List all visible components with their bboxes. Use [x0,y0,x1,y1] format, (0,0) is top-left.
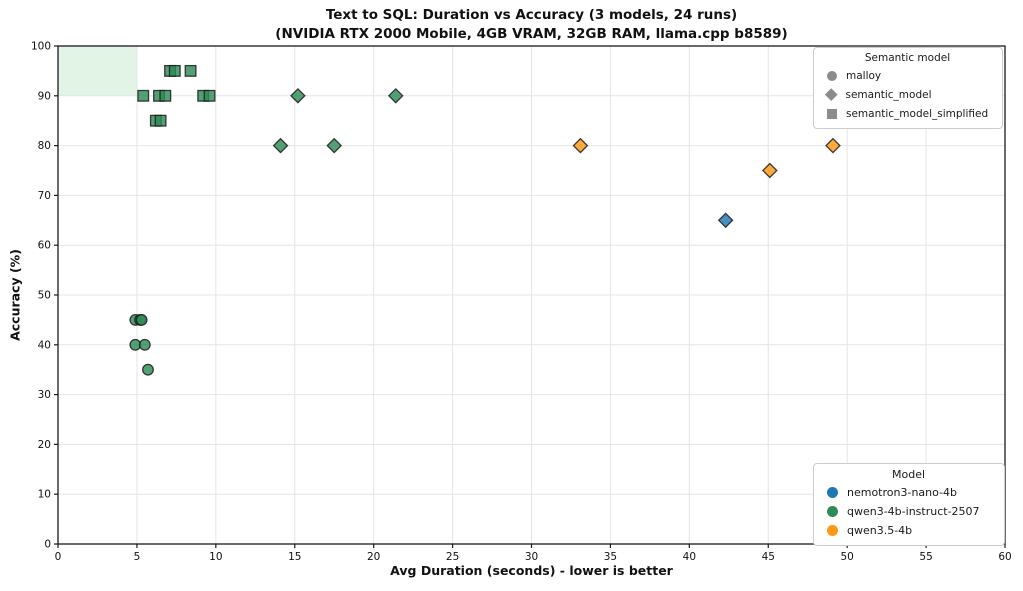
x-tick-label: 50 [840,551,853,563]
data-point-diamond [572,137,589,154]
data-point-square [159,89,172,102]
legend-item-label: semantic_model_simplified [846,107,989,120]
data-point-circle [142,363,154,376]
x-tick-label: 0 [55,551,62,563]
x-tick-label: 45 [762,551,775,563]
y-tick-label: 0 [44,539,51,551]
legend-item-malloy: malloy [821,66,994,85]
model-legend-title: Model [891,468,926,481]
y-tick-label: 40 [38,339,51,351]
diamond-marker-icon [825,88,838,101]
chart-title-line1: Text to SQL: Duration vs Accuracy (3 mod… [325,7,738,23]
x-axis-label: Avg Duration (seconds) - lower is better [390,563,673,578]
data-point-circle [135,313,148,326]
x-tick-label: 60 [998,551,1011,563]
legend-item-label: semantic_model [845,88,932,101]
data-point-square [168,64,181,77]
y-tick-label: 10 [38,489,51,501]
x-tick-label: 30 [525,551,538,563]
data-point-square [137,89,150,102]
data-point-diamond [326,137,343,154]
y-tick-label: 30 [38,389,51,401]
blue-circle-marker-icon [827,487,838,498]
data-point-square [184,64,197,77]
legend-item-qwen3-5-4b: qwen3.5-4b [821,521,996,540]
y-tick-label: 80 [38,140,51,152]
legend-item-qwen3-4b-instruct-2507: qwen3-4b-instruct-2507 [821,502,996,521]
y-tick-label: 70 [38,190,51,202]
x-tick-label: 55 [919,551,932,563]
x-tick-label: 40 [683,551,696,563]
x-tick-label: 10 [209,551,222,563]
y-tick-label: 100 [31,41,51,53]
green-circle-marker-icon [827,506,838,517]
orange-circle-marker-icon [827,525,838,536]
data-point-diamond [387,87,404,104]
semantic-model-legend: Semantic model malloy semantic_model sem… [813,47,1003,129]
data-point-diamond [290,87,306,104]
legend-item-semantic-model: semantic_model [821,85,994,104]
chart-title-line2: (NVIDIA RTX 2000 Mobile, 4GB VRAM, 32GB … [275,26,788,42]
x-tick-label: 5 [134,551,141,563]
chart-title: Text to SQL: Duration vs Accuracy (3 mod… [58,6,1005,44]
semantic-legend-title: Semantic model [864,52,951,64]
legend-item-label: qwen3-4b-instruct-2507 [847,505,980,518]
legend-item-label: nemotron3-nano-4b [847,486,958,499]
y-tick-label: 50 [38,290,51,302]
y-tick-label: 20 [38,439,51,451]
x-tick-label: 15 [288,551,301,563]
y-axis-label: Accuracy (%) [7,249,23,341]
data-point-square [154,114,167,127]
y-tick-label: 60 [38,240,51,252]
data-point-square [203,89,216,102]
legend-item-semantic-model-simplified: semantic_model_simplified [821,104,994,123]
square-marker-icon [827,108,837,119]
data-point-circle [138,338,151,351]
data-point-diamond [717,212,734,229]
x-tick-label: 35 [604,551,617,563]
data-point-diamond [272,137,289,154]
data-point-diamond [761,162,778,179]
y-tick-label: 90 [38,90,51,102]
x-tick-label: 20 [367,551,380,563]
x-tick-label: 25 [446,551,459,563]
legend-item-label: qwen3.5-4b [847,524,913,537]
circle-marker-icon [827,70,837,81]
data-point-diamond [825,137,841,154]
model-legend: Model nemotron3-nano-4b qwen3-4b-instruc… [813,463,1005,546]
legend-item-nemotron3-nano-4b: nemotron3-nano-4b [821,483,996,502]
legend-item-label: malloy [846,69,882,82]
highlight-region [58,46,137,96]
